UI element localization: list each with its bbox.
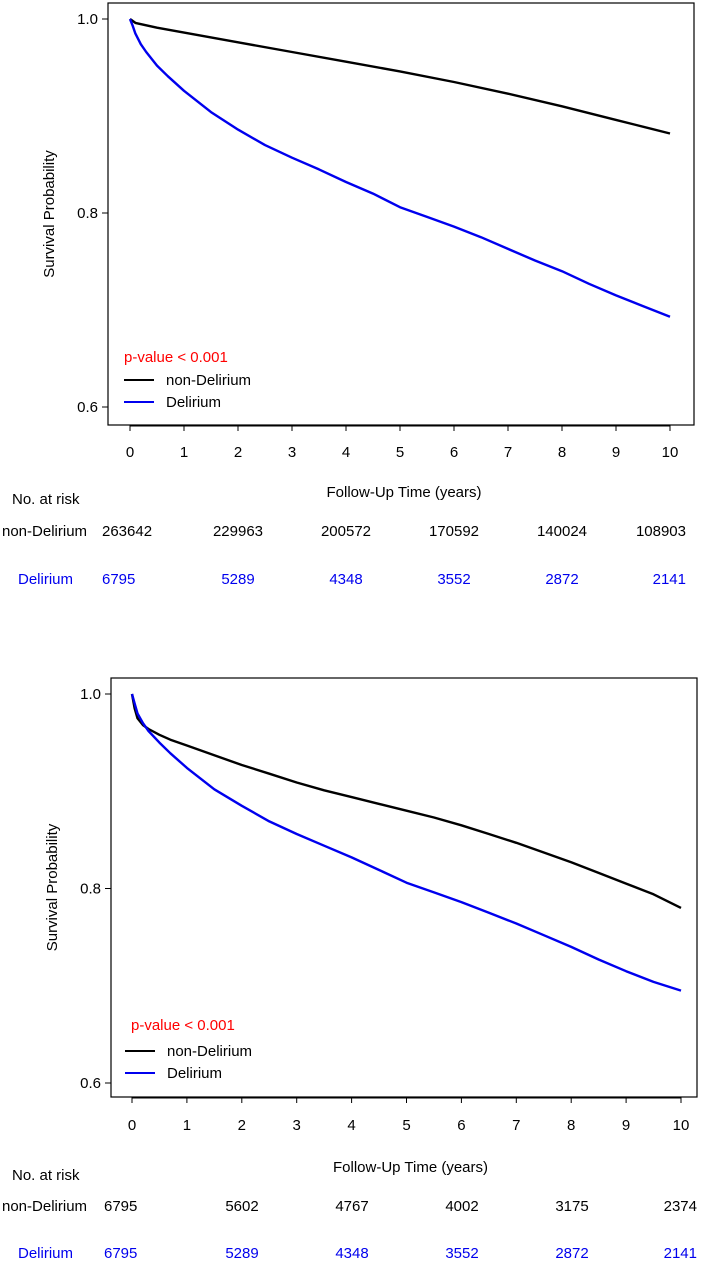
y-axis-label: Survival Probability (41, 150, 58, 278)
risk-value: 4348 (335, 1245, 368, 1262)
risk-table: No. at risk non-Delirium 6795 5602 4767 4002 3… (2, 1167, 697, 1262)
x-tick-label: 9 (622, 1117, 630, 1134)
risk-value: 2374 (664, 1198, 697, 1215)
risk-value: 4002 (445, 1198, 478, 1215)
risk-value: 4767 (335, 1198, 368, 1215)
series-line-non-delirium (129, 18, 671, 135)
series-line-non-delirium (130, 693, 682, 909)
risk-value: 5602 (225, 1198, 258, 1215)
risk-value: 4348 (329, 571, 362, 588)
y-axis: 0.6 0.8 1.0 (80, 686, 111, 1092)
series-line-delirium (128, 18, 671, 318)
risk-row-label: Delirium (18, 571, 73, 588)
x-tick-label: 0 (126, 444, 134, 461)
risk-row-label: non-Delirium (2, 1198, 87, 1215)
x-axis: 0 1 2 3 4 5 6 7 8 9 10 (126, 425, 679, 461)
x-tick-label: 4 (347, 1117, 355, 1134)
risk-value: 3175 (555, 1198, 588, 1215)
legend-label: Delirium (166, 394, 221, 411)
y-tick-label: 0.8 (80, 881, 101, 898)
risk-value: 5289 (221, 571, 254, 588)
y-tick-label: 0.6 (77, 399, 98, 416)
x-tick-label: 1 (183, 1117, 191, 1134)
risk-value: 2872 (545, 571, 578, 588)
risk-value: 200572 (321, 523, 371, 540)
risk-value: 5289 (225, 1245, 258, 1262)
x-tick-label: 6 (457, 1117, 465, 1134)
x-tick-label: 2 (234, 444, 242, 461)
legend: non-Delirium Delirium (125, 1043, 252, 1082)
risk-value: 2872 (555, 1245, 588, 1262)
x-axis-label: Follow-Up Time (years) (326, 484, 481, 501)
y-axis-label: Survival Probability (44, 823, 61, 951)
x-tick-label: 2 (238, 1117, 246, 1134)
x-tick-label: 8 (567, 1117, 575, 1134)
plot-frame (107, 2, 695, 426)
x-tick-label: 8 (558, 444, 566, 461)
x-tick-label: 3 (293, 1117, 301, 1134)
x-tick-label: 10 (673, 1117, 690, 1134)
legend-label: non-Delirium (166, 372, 251, 389)
risk-value: 2141 (664, 1245, 697, 1262)
risk-value: 6795 (102, 571, 135, 588)
legend-label: Delirium (167, 1065, 222, 1082)
p-value-annotation: p-value < 0.001 (131, 1017, 235, 1034)
risk-value: 3552 (437, 571, 470, 588)
risk-value: 263642 (102, 523, 152, 540)
x-tick-label: 7 (504, 444, 512, 461)
x-tick-label: 6 (450, 444, 458, 461)
x-tick-label: 1 (180, 444, 188, 461)
risk-value: 170592 (429, 523, 479, 540)
risk-table: No. at risk non-Delirium 263642 229963 20057… (2, 491, 686, 588)
series-line-delirium (130, 693, 682, 992)
x-tick-label: 7 (512, 1117, 520, 1134)
plot-frame (110, 677, 698, 1098)
risk-value: 140024 (537, 523, 587, 540)
risk-row-label: Delirium (18, 1245, 73, 1262)
y-tick-label: 1.0 (77, 11, 98, 28)
risk-table-header: No. at risk (12, 491, 80, 508)
risk-value: 3552 (445, 1245, 478, 1262)
y-axis: 0.6 0.8 1.0 (77, 11, 108, 416)
risk-value: 108903 (636, 523, 686, 540)
y-tick-label: 0.8 (77, 205, 98, 222)
x-tick-label: 3 (288, 444, 296, 461)
x-tick-label: 4 (342, 444, 350, 461)
x-tick-label: 10 (662, 444, 679, 461)
x-tick-label: 9 (612, 444, 620, 461)
risk-value: 229963 (213, 523, 263, 540)
risk-row-label: non-Delirium (2, 523, 87, 540)
chart-panel-1: 0 1 2 3 4 5 6 7 8 9 10 0.6 0.8 1.0 Survival Probabilit… (2, 2, 695, 588)
p-value-annotation: p-value < 0.001 (124, 349, 228, 366)
risk-value: 6795 (104, 1245, 137, 1262)
legend: non-Delirium Delirium (124, 372, 251, 411)
risk-table-header: No. at risk (12, 1167, 80, 1184)
x-axis-label: Follow-Up Time (years) (333, 1159, 488, 1176)
risk-value: 6795 (104, 1198, 137, 1215)
x-tick-label: 0 (128, 1117, 136, 1134)
legend-label: non-Delirium (167, 1043, 252, 1060)
risk-value: 2141 (653, 571, 686, 588)
x-tick-label: 5 (402, 1117, 410, 1134)
x-tick-label: 5 (396, 444, 404, 461)
chart-panel-2: 0 1 2 3 4 5 6 7 8 9 10 0.6 0.8 1.0 Survival Probabilit… (2, 677, 698, 1262)
y-tick-label: 1.0 (80, 686, 101, 703)
y-tick-label: 0.6 (80, 1075, 101, 1092)
x-axis: 0 1 2 3 4 5 6 7 8 9 10 (128, 1097, 690, 1134)
